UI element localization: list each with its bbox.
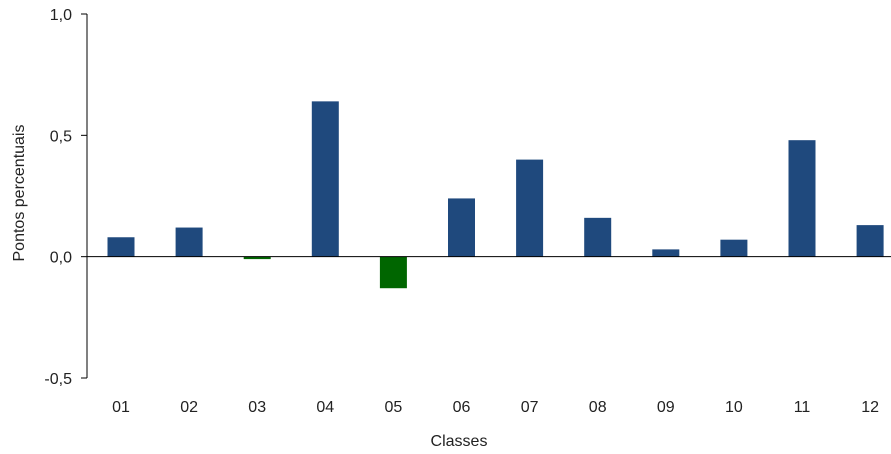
y-tick-label: 0,5 [50, 128, 72, 145]
category-label-04: 04 [316, 399, 334, 416]
bar-06 [448, 198, 475, 257]
x-axis-title: Classes [431, 433, 488, 450]
category-label-05: 05 [385, 399, 403, 416]
bar-07 [516, 159, 544, 257]
bar-04 [311, 101, 339, 257]
category-labels: 01 02 03 04 05 06 07 08 09 10 11 12 [112, 399, 879, 416]
category-label-07: 07 [521, 399, 539, 416]
bar-03 [243, 256, 271, 260]
category-label-12: 12 [861, 399, 879, 416]
y-ticks: 1,0 0,5 0,0 -0,5 [44, 7, 87, 388]
y-tick-label: -0,5 [44, 371, 72, 388]
bar-05 [379, 256, 407, 289]
category-label-06: 06 [453, 399, 471, 416]
y-tick-label: 0,0 [50, 250, 72, 267]
category-label-02: 02 [180, 399, 198, 416]
bar-11 [788, 140, 816, 257]
bar-12 [856, 225, 884, 257]
category-label-10: 10 [725, 399, 743, 416]
bars [107, 101, 884, 289]
category-label-11: 11 [794, 399, 811, 416]
y-tick-label: 1,0 [50, 7, 72, 24]
bar-08 [584, 217, 612, 257]
bar-02 [175, 227, 203, 257]
category-label-08: 08 [589, 399, 607, 416]
y-axis-title: Pontos percentuais [11, 125, 28, 262]
category-label-09: 09 [657, 399, 675, 416]
category-label-01: 01 [112, 399, 130, 416]
category-label-03: 03 [248, 399, 266, 416]
bar-01 [107, 237, 135, 257]
bar-09 [652, 249, 680, 257]
bar-10 [720, 239, 748, 257]
